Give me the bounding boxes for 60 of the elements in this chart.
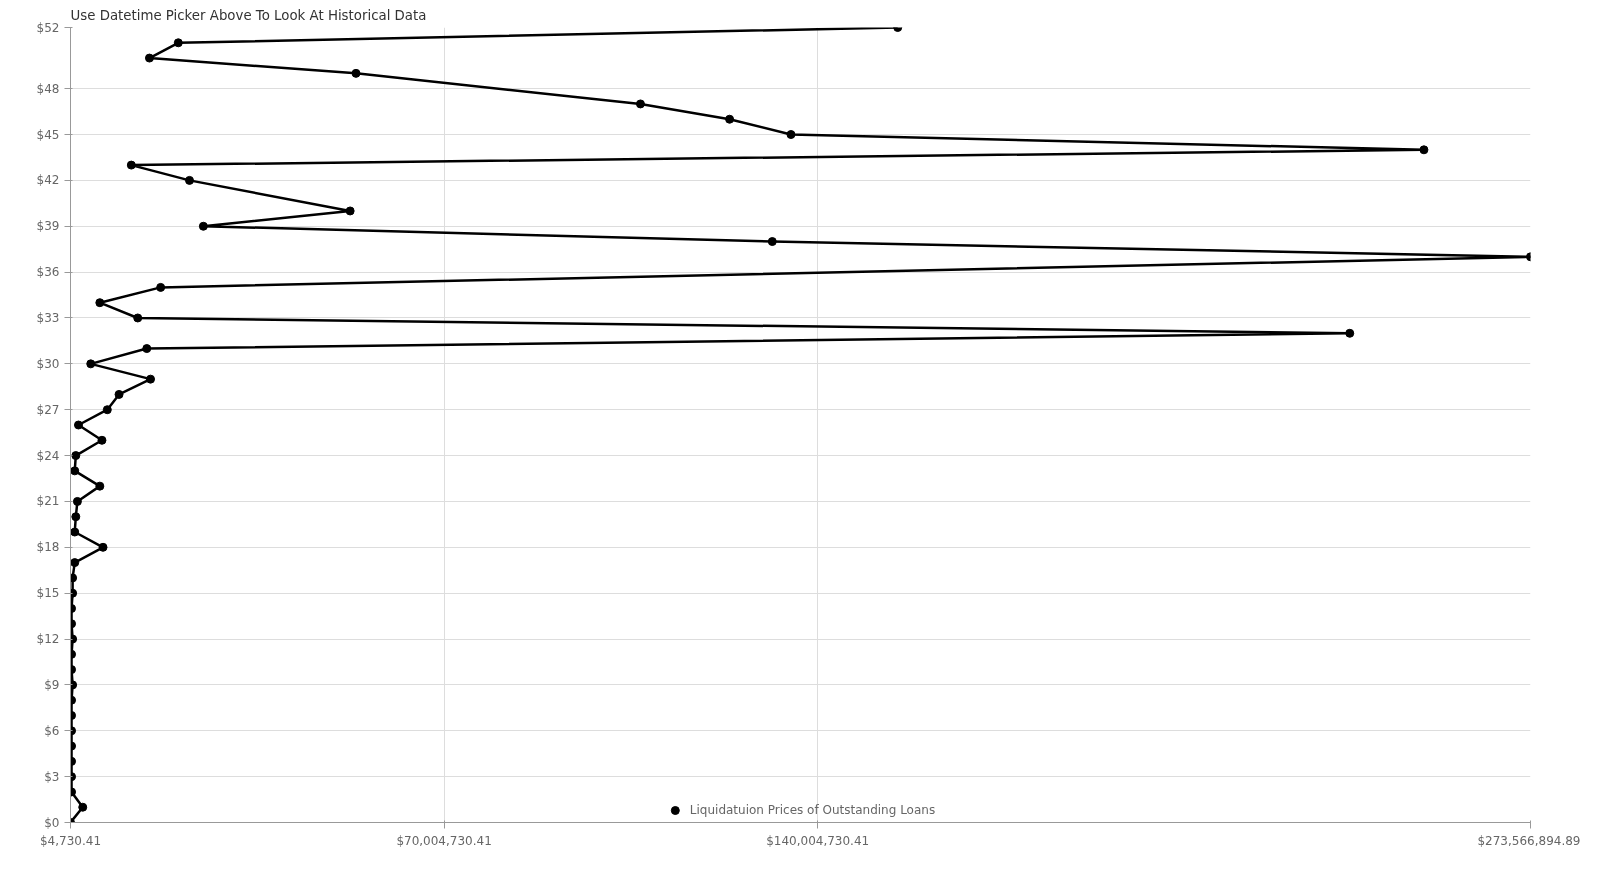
point [351,68,361,78]
point [102,405,112,415]
y-tick-label: $21 [36,494,60,509]
point [70,527,80,537]
y-tick-label: $27 [36,402,60,417]
point [70,573,78,583]
point [1345,328,1355,338]
y-tick-label: $42 [36,173,60,188]
point [144,53,154,63]
point [786,130,796,140]
point [71,451,81,461]
point [78,802,88,812]
y-tick-label: $33 [36,310,60,325]
y-tick-label: $9 [44,677,60,692]
y-tick-label: $52 [36,20,60,35]
y-tick-label: $30 [36,356,60,371]
y-tick-label: $24 [36,448,60,463]
y-tick-label: $39 [36,219,60,234]
point [1419,145,1429,155]
point [70,634,78,644]
point [73,420,83,430]
point [142,344,152,354]
point [95,481,105,491]
x-tick-label: $273,566,894.89 [1477,833,1581,848]
chart-title: Use Datetime Picker Above To Look At Historical Data [70,7,427,23]
point [146,374,156,384]
point [70,466,80,476]
point [70,680,78,690]
point [98,542,108,552]
y-tick-label: $3 [44,769,60,784]
point [97,435,107,445]
y-tick-label: $18 [36,540,60,555]
legend-label: Liquidatuion Prices of Outstanding Loans [689,803,936,817]
point [86,359,96,369]
y-tick-label: $15 [36,586,60,601]
point [173,38,183,48]
point [184,175,194,185]
point [133,313,143,323]
point [70,558,80,568]
point [725,114,735,124]
y-tick-label: $6 [44,723,60,738]
point [198,221,208,231]
y-tick-label: $36 [36,265,60,280]
point [95,298,105,308]
point [635,99,645,109]
point [71,512,81,522]
x-tick-label: $70,004,730.41 [396,833,492,848]
point [156,282,166,292]
y-tick-label: $0 [44,815,60,830]
y-tick-label: $12 [36,632,60,647]
x-tick-label: $140,004,730.41 [766,833,870,848]
y-tick-label: $48 [36,81,60,96]
point [345,206,355,216]
point [70,588,78,598]
point [126,160,136,170]
y-tick-label: $45 [36,127,60,142]
point [767,237,777,247]
x-tick-label: $4,730.41 [39,833,102,848]
point [72,496,82,506]
point [114,389,124,399]
